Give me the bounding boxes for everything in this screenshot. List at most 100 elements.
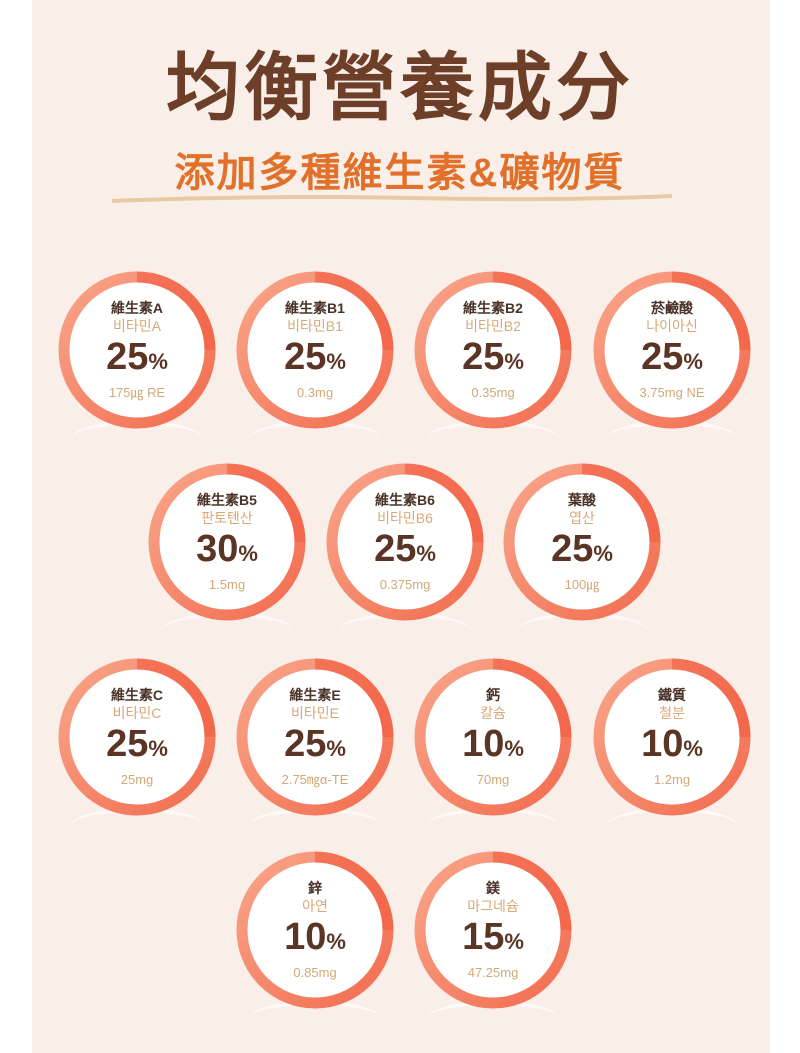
nutrient-korean-name: 철분 (659, 704, 685, 721)
percent-value: 10 (462, 722, 505, 765)
progress-ring (148, 463, 306, 621)
nutrient-circle: 維生素E 비타민E 25% 2.75㎎α-TE (236, 658, 394, 816)
progress-ring (236, 851, 394, 1009)
nutrient-name: 葉酸 (568, 491, 596, 508)
nutrient-name: 維生素B5 (197, 491, 257, 508)
percent-value: 25 (284, 335, 327, 378)
nutrient-korean-name: 엽산 (569, 509, 595, 526)
nutrient-name: 維生素B6 (375, 491, 435, 508)
page-subtitle: 添加多種維生素&礦物質 (174, 151, 626, 195)
nutrient-percent: 15% (462, 915, 524, 964)
brush-underline (112, 194, 672, 203)
nutrient-amount: 3.75mg NE (639, 384, 705, 400)
progress-ring (326, 463, 484, 621)
percent-unit: % (148, 735, 168, 761)
nutrient-circle: 維生素B5 판토텐산 30% 1.5mg (148, 463, 306, 621)
nutrient-korean-name: 판토텐산 (201, 509, 253, 526)
nutrient-name: 鎂 (486, 879, 500, 896)
nutrient-name: 維生素B2 (463, 299, 523, 316)
nutrient-circle: 鋅 아연 10% 0.85mg (236, 851, 394, 1009)
nutrient-amount: 0.85mg (293, 964, 337, 980)
percent-value: 25 (106, 335, 149, 378)
nutrient-percent: 25% (284, 722, 346, 771)
progress-ring (58, 658, 216, 816)
percent-value: 25 (374, 527, 417, 570)
nutrient-korean-name: 칼슘 (480, 704, 506, 721)
nutrient-korean-name: 마그네슘 (467, 897, 519, 914)
percent-unit: % (238, 540, 258, 566)
nutrient-amount: 2.75㎎α-TE (281, 771, 349, 787)
percent-value: 15 (462, 915, 505, 958)
nutrient-amount: 0.375mg (379, 576, 431, 592)
nutrient-korean-name: 아연 (302, 897, 328, 914)
percent-value: 10 (641, 722, 684, 765)
nutrient-amount: 1.5mg (208, 576, 246, 592)
nutrient-amount: 100㎍ (564, 576, 600, 592)
percent-unit: % (504, 928, 524, 954)
nutrient-korean-name: 비타민B6 (377, 509, 433, 526)
percent-unit: % (593, 540, 613, 566)
nutrient-amount: 1.2mg (653, 771, 691, 787)
nutrient-circle: 鎂 마그네슘 15% 47.25mg (414, 851, 572, 1009)
nutrient-name: 維生素C (110, 686, 164, 703)
nutrient-percent: 30% (196, 527, 258, 576)
nutrient-percent: 25% (106, 722, 168, 771)
progress-ring (414, 658, 572, 816)
percent-value: 25 (462, 335, 505, 378)
nutrient-percent: 25% (284, 335, 346, 384)
nutrient-circle: 維生素B1 비타민B1 25% 0.3mg (236, 271, 394, 429)
nutrient-korean-name: 비타민A (113, 317, 161, 334)
nutrient-percent: 10% (284, 915, 346, 964)
nutrient-name: 維生素E (289, 686, 341, 703)
nutrient-name: 維生素B1 (285, 299, 345, 316)
percent-unit: % (326, 928, 346, 954)
nutrient-circle: 維生素B2 비타민B2 25% 0.35mg (414, 271, 572, 429)
percent-unit: % (416, 540, 436, 566)
percent-value: 25 (106, 722, 149, 765)
nutrient-percent: 25% (374, 527, 436, 576)
nutrient-circle: 葉酸 엽산 25% 100㎍ (503, 463, 661, 621)
percent-value: 10 (284, 915, 327, 958)
percent-unit: % (683, 735, 703, 761)
percent-value: 25 (641, 335, 684, 378)
nutrient-amount: 0.3mg (296, 384, 334, 400)
percent-unit: % (326, 348, 346, 374)
nutrient-percent: 25% (462, 335, 524, 384)
progress-ring (503, 463, 661, 621)
progress-ring (593, 271, 751, 429)
progress-ring (236, 271, 394, 429)
nutrient-amount: 0.35mg (471, 384, 515, 400)
nutrient-circle: 維生素A 비타민A 25% 175㎍ RE (58, 271, 216, 429)
nutrient-name: 維生素A (110, 299, 164, 316)
percent-unit: % (683, 348, 703, 374)
nutrient-percent: 25% (551, 527, 613, 576)
percent-unit: % (326, 735, 346, 761)
progress-ring (58, 271, 216, 429)
nutrient-name: 鋅 (308, 879, 322, 896)
percent-value: 25 (551, 527, 594, 570)
progress-ring (593, 658, 751, 816)
nutrient-name: 鐵質 (658, 686, 686, 703)
nutrient-name: 鈣 (486, 686, 500, 703)
nutrient-amount: 47.25mg (467, 964, 519, 980)
percent-unit: % (504, 735, 524, 761)
percent-unit: % (148, 348, 168, 374)
nutrient-korean-name: 비타민B1 (287, 317, 343, 334)
nutrient-korean-name: 나이아신 (646, 317, 698, 334)
page-title: 均衡營養成分 (166, 46, 634, 129)
nutrient-amount: 70mg (476, 771, 510, 787)
nutrient-percent: 10% (641, 722, 703, 771)
nutrient-circle: 鐵質 철분 10% 1.2mg (593, 658, 751, 816)
nutrient-circle: 維生素C 비타민C 25% 25mg (58, 658, 216, 816)
nutrient-amount: 25mg (120, 771, 154, 787)
nutrient-korean-name: 비타민E (291, 704, 339, 721)
nutrient-korean-name: 비타민B2 (465, 317, 521, 334)
nutrient-korean-name: 비타민C (112, 704, 162, 721)
nutrient-circle: 維生素B6 비타민B6 25% 0.375mg (326, 463, 484, 621)
nutrient-circle: 菸鹼酸 나이아신 25% 3.75mg NE (593, 271, 751, 429)
nutrient-circle: 鈣 칼슘 10% 70mg (414, 658, 572, 816)
nutrient-percent: 25% (106, 335, 168, 384)
progress-ring (414, 271, 572, 429)
percent-value: 30 (196, 527, 239, 570)
progress-ring (236, 658, 394, 816)
